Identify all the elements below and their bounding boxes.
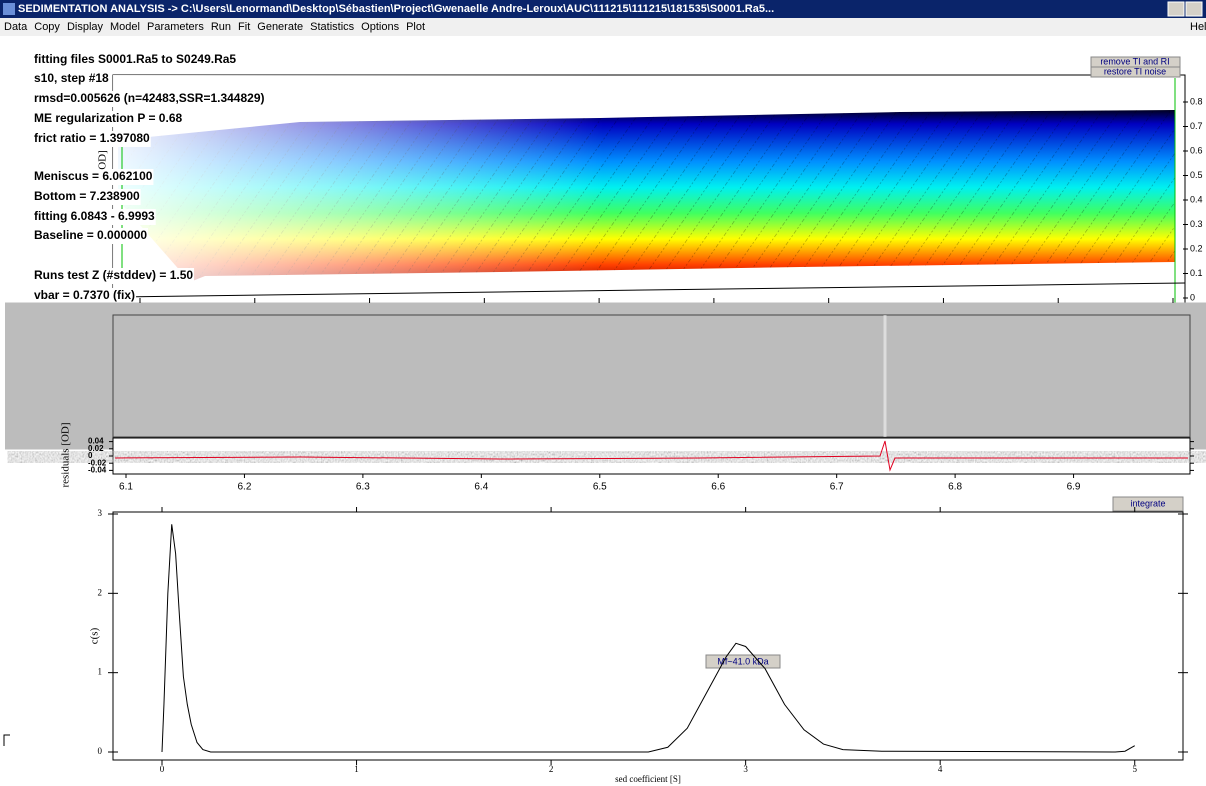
info-line: frict ratio = 1.397080: [34, 131, 150, 145]
y-tick-label: -0.04: [88, 466, 107, 475]
button-label[interactable]: remove TI and RI: [1100, 56, 1169, 66]
y-tick-label: 0.4: [1190, 194, 1203, 204]
label-bg: [33, 209, 156, 225]
info-line: fitting files S0001.Ra5 to S0249.Ra5: [34, 52, 236, 66]
y-tick-label: 3: [98, 508, 103, 518]
y-tick-label: 0: [88, 451, 93, 460]
menu-item[interactable]: Model: [110, 21, 140, 33]
x-tick-label: 3: [743, 764, 748, 774]
info-line: s10, step #18: [34, 71, 109, 85]
restore-button[interactable]: [1185, 1, 1203, 17]
x-tick-label: 2: [549, 764, 554, 774]
x-tick-label: 6.3: [356, 482, 370, 493]
y-axis-label: OD]: [97, 150, 109, 170]
x-tick-label: 6.9: [1067, 482, 1081, 493]
y-axis-label: c(s): [89, 627, 101, 644]
residual-bitmap: [113, 315, 1190, 437]
x-tick-label: 5: [1132, 764, 1137, 774]
button-label[interactable]: restore TI noise: [1104, 66, 1166, 76]
residual-traces: [115, 452, 1188, 462]
menu-item[interactable]: Data: [4, 21, 28, 33]
info-line: Meniscus = 6.062100: [34, 169, 153, 183]
info-line: ME regularization P = 0.68: [34, 111, 182, 125]
y-tick-label: 0: [1190, 292, 1195, 302]
x-tick-label: 6.2: [237, 482, 251, 493]
label-bg: [33, 169, 154, 185]
x-tick-label: 6.8: [948, 482, 962, 493]
residual-bitmap-frame: [112, 314, 1191, 438]
label-bg: [33, 288, 137, 304]
info-line: Runs test Z (#stddev) = 1.50: [34, 268, 193, 282]
info-line: fitting 6.0843 - 6.9993: [34, 209, 155, 223]
y-axis-label: residuals [OD]: [60, 422, 72, 487]
menu-item[interactable]: Display: [67, 21, 104, 33]
scan-fade: [113, 75, 813, 303]
menu-item[interactable]: Statistics: [310, 21, 355, 33]
x-tick-label: 6.1: [119, 482, 133, 493]
annotation[interactable]: Mf~41.0 kDa: [717, 656, 768, 666]
menu: Data Copy Display Model Parameters Run Fit Gene…: [4, 21, 425, 33]
x-tick-label: 1: [354, 764, 359, 774]
y-tick-label: 0.5: [1190, 170, 1203, 180]
menu-item[interactable]: Parameters: [147, 21, 204, 33]
x-tick-label: 4: [938, 764, 943, 774]
y-tick-label: 2: [98, 587, 103, 597]
window-title: SEDIMENTATION ANALYSIS -> C:\Users\Lenor…: [18, 3, 774, 15]
x-tick-label: 0: [160, 764, 165, 774]
menu-item[interactable]: Hel: [1190, 21, 1206, 33]
scan-data: [113, 75, 1185, 303]
menu-item[interactable]: Generate: [257, 21, 303, 33]
title-bar: [0, 0, 1206, 18]
y-tick-label: 0.6: [1190, 145, 1203, 155]
button[interactable]: [1112, 496, 1184, 512]
residual-trace: [114, 440, 1188, 472]
baseline-line: [113, 282, 1185, 298]
y-tick-label: 0.1: [1190, 268, 1203, 278]
app-icon: [3, 3, 15, 15]
label-bg: [33, 111, 184, 127]
x-tick-label: 6.4: [474, 482, 488, 493]
x-tick-label: 6.5: [593, 482, 607, 493]
menu-item[interactable]: Options: [361, 21, 399, 33]
label-bg: [33, 131, 151, 147]
button[interactable]: [1090, 66, 1181, 78]
y-tick-label: 0.04: [88, 437, 104, 446]
label-bg: [33, 189, 141, 205]
stray-mark: [3, 734, 10, 746]
menu-item[interactable]: Fit: [238, 21, 250, 33]
y-tick-label: 0.3: [1190, 219, 1203, 229]
y-tick-label: 0.02: [88, 444, 104, 453]
cs-curve: [161, 524, 1135, 753]
x-axis-label: sed coefficient [S]: [615, 774, 681, 784]
menu-item[interactable]: Plot: [406, 21, 425, 33]
y-tick-label: 0.2: [1190, 243, 1203, 253]
info-line: vbar = 0.7370 (fix): [34, 288, 135, 302]
info-line: Baseline = 0.000000: [34, 228, 147, 242]
y-tick-label: -0.02: [88, 458, 107, 467]
info-line: rmsd=0.005626 (n=42483,SSR=1.344829): [34, 91, 265, 105]
label-bg: [33, 268, 195, 284]
y-tick-label: 0.7: [1190, 121, 1203, 131]
menu-item[interactable]: Run: [211, 21, 231, 33]
y-tick-label: 0: [98, 746, 103, 756]
info-line: Bottom = 7.238900: [34, 189, 140, 203]
menu-bar: [0, 18, 1206, 36]
x-tick-label: 6.7: [830, 482, 844, 493]
y-tick-label: 0.8: [1190, 96, 1203, 106]
y-tick-label: 1: [98, 667, 103, 677]
x-tick-label: 6.6: [711, 482, 725, 493]
label-bg: [33, 228, 149, 244]
label-bg: [33, 91, 266, 107]
cs-frame: [112, 511, 1184, 761]
fit-info: fitting files S0001.Ra5 to S0249.Ra5 s10,…: [33, 52, 266, 304]
menu-item[interactable]: Copy: [34, 21, 60, 33]
minimize-button[interactable]: [1167, 1, 1185, 17]
button-label[interactable]: integrate: [1130, 498, 1165, 508]
